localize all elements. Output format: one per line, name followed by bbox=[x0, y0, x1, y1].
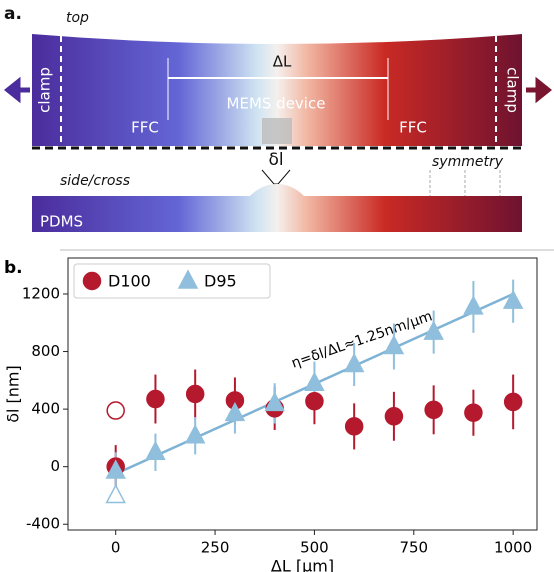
x-tick-label: 500 bbox=[300, 539, 329, 557]
label: clamp bbox=[36, 67, 54, 113]
panel-a: a. top clamp clamp ΔL MEMS device FFC FF… bbox=[3, 4, 553, 232]
y-tick-label: 1200 bbox=[22, 284, 60, 302]
marker bbox=[261, 169, 291, 185]
legend-label: D95 bbox=[204, 272, 237, 291]
label: side/cross bbox=[60, 173, 130, 189]
point bbox=[343, 352, 365, 373]
label: δl bbox=[268, 150, 283, 170]
point bbox=[105, 483, 126, 504]
y-tick-label: 800 bbox=[31, 342, 60, 360]
label: PDMS bbox=[40, 213, 83, 231]
y-tick-label: -400 bbox=[26, 515, 60, 533]
x-tick-label: 0 bbox=[111, 539, 121, 557]
y-tick-label: 0 bbox=[50, 457, 60, 475]
label: top bbox=[66, 10, 89, 26]
y-tick-label: 400 bbox=[31, 400, 60, 418]
point bbox=[464, 403, 483, 422]
label: symmetry bbox=[432, 154, 504, 170]
point bbox=[463, 295, 484, 315]
point bbox=[384, 407, 404, 426]
label: MEMS device bbox=[227, 95, 326, 113]
y-axis-label: δl [nm] bbox=[4, 365, 23, 423]
side-view bbox=[32, 184, 522, 232]
x-tick-label: 250 bbox=[201, 539, 230, 557]
arrow bbox=[526, 76, 553, 104]
legend-marker bbox=[177, 269, 199, 289]
label: FFC bbox=[399, 119, 427, 137]
label: FFC bbox=[131, 119, 159, 137]
point bbox=[185, 384, 205, 404]
point bbox=[145, 440, 166, 461]
point bbox=[305, 391, 324, 411]
point bbox=[424, 400, 443, 420]
point bbox=[503, 392, 523, 412]
x-tick-label: 1000 bbox=[494, 539, 532, 557]
top-view bbox=[32, 34, 522, 146]
plot-frame bbox=[67, 257, 538, 531]
point bbox=[383, 334, 405, 355]
x-tick-label: 750 bbox=[399, 539, 428, 557]
panel-label: a. bbox=[4, 4, 22, 24]
point bbox=[224, 401, 246, 422]
legend-marker bbox=[82, 271, 102, 291]
point bbox=[502, 289, 524, 309]
device bbox=[262, 118, 292, 144]
point bbox=[106, 401, 125, 420]
label: ΔL bbox=[273, 53, 292, 71]
point bbox=[264, 391, 285, 412]
label: clamp bbox=[504, 67, 522, 113]
x-axis-label: ΔL [μm] bbox=[271, 557, 334, 572]
point bbox=[344, 417, 364, 436]
point bbox=[105, 459, 126, 479]
point bbox=[304, 371, 325, 391]
arrow bbox=[3, 76, 30, 104]
panel-label: b. bbox=[4, 258, 23, 278]
panel-b: b. 0 250 500 750 1000 -400 0 400 800 1200 ΔL [μm] δl… bbox=[4, 257, 538, 572]
point bbox=[146, 389, 165, 409]
point bbox=[184, 424, 206, 444]
point bbox=[423, 320, 444, 340]
outline bbox=[429, 170, 501, 196]
legend bbox=[73, 263, 271, 299]
legend-label: D100 bbox=[108, 272, 151, 291]
